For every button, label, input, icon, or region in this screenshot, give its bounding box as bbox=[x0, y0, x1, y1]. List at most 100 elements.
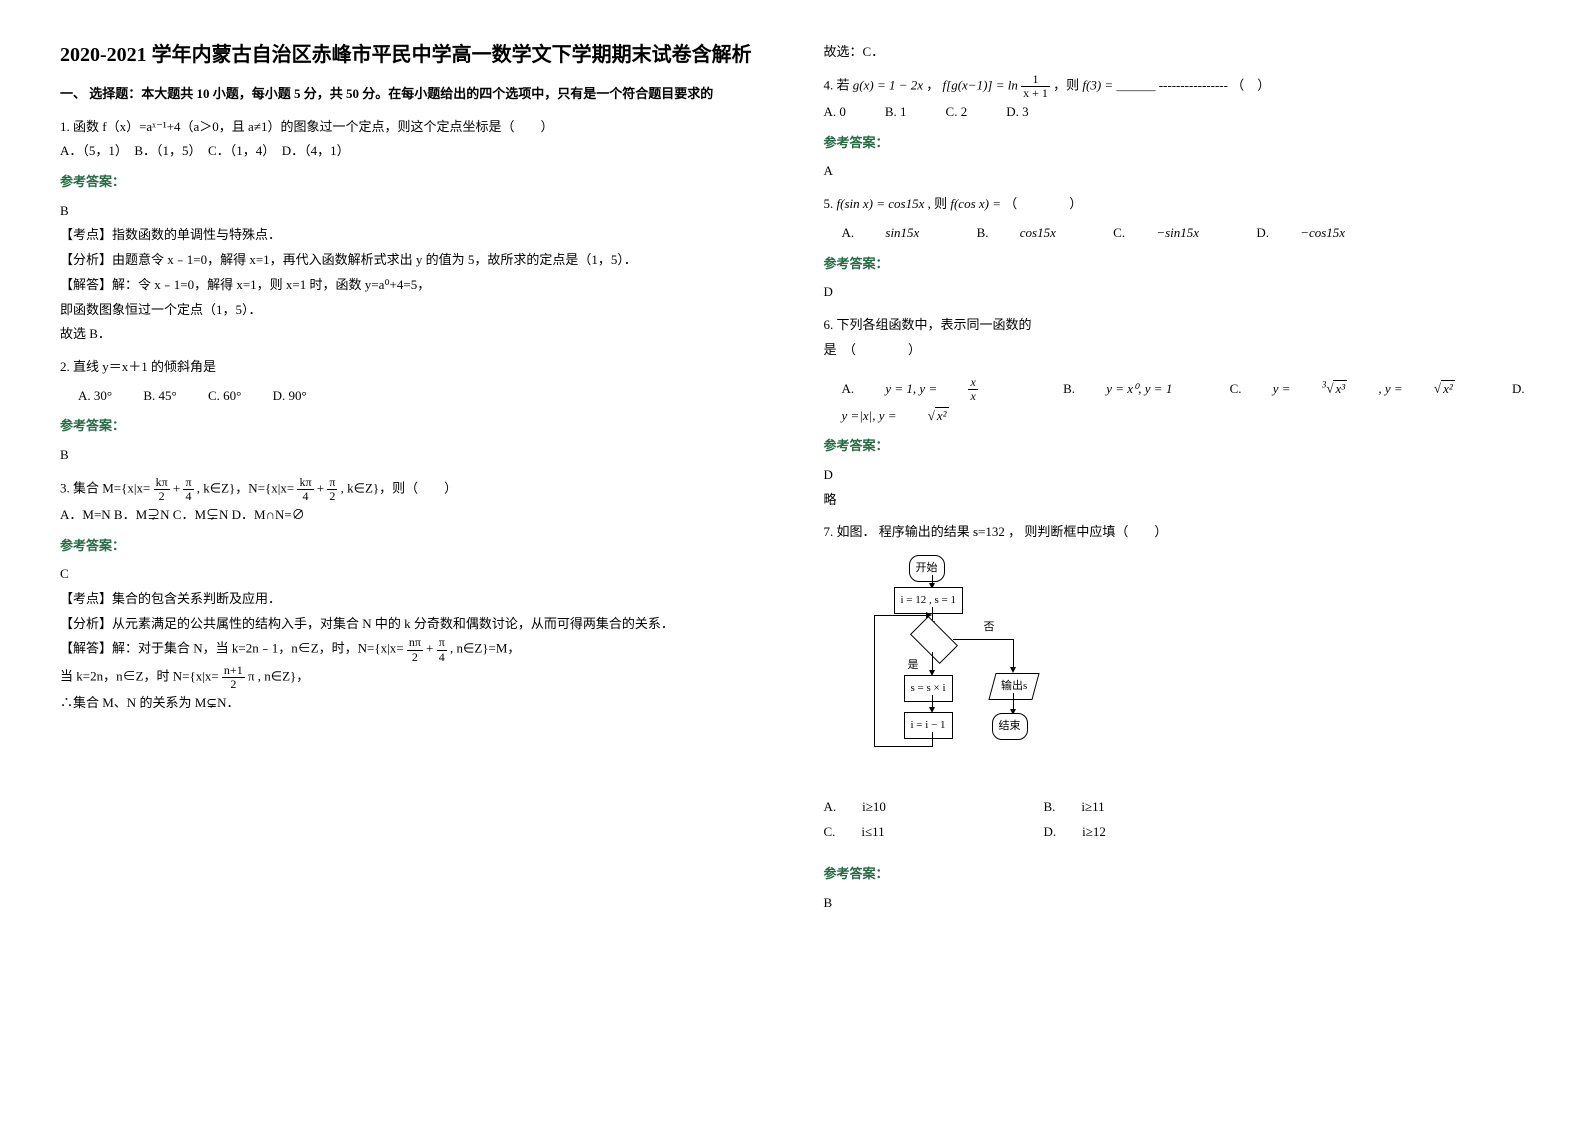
q5-a: sin15x bbox=[885, 225, 919, 240]
q1-ex5: 故选 B． bbox=[60, 322, 764, 347]
q4-f3: f(3) = bbox=[1082, 77, 1113, 92]
fc-end: 结束 bbox=[992, 713, 1028, 740]
q1-text: 1. 函数 f（x）=aˣ⁻¹+4（a＞0，且 a≠1）的图象过一个定点，则这个… bbox=[60, 115, 764, 140]
q7-a: A. i≥10 bbox=[824, 795, 1044, 820]
q1-ans: B bbox=[60, 199, 764, 224]
q6-opts: A. y = 1, y = xx B. y = x⁰, y = 1 C. y =… bbox=[842, 376, 1528, 428]
frac-1xp1: 1x + 1 bbox=[1021, 73, 1050, 100]
q5-ans: D bbox=[824, 280, 1528, 305]
q6-c1: y = bbox=[1273, 381, 1294, 396]
flowchart: 开始 i = 12 , s = 1 否 是 s = s × i 输出s i = … bbox=[864, 555, 1084, 785]
q1-ex1: 【考点】指数函数的单调性与特殊点． bbox=[60, 223, 764, 248]
fc-op1: s = s × i bbox=[904, 675, 953, 702]
q5-b: cos15x bbox=[1020, 225, 1056, 240]
arrow-icon bbox=[926, 612, 932, 618]
q6-brief: 略 bbox=[824, 488, 1528, 513]
left-column: 2020-2021 学年内蒙古自治区赤峰市平民中学高一数学文下学期期末试卷含解析… bbox=[60, 40, 764, 916]
q6-text2: 是 （ ） bbox=[824, 338, 1528, 363]
q3-ans: C bbox=[60, 562, 764, 587]
fc-line bbox=[874, 615, 875, 747]
q4-pre: 4. 若 bbox=[824, 77, 853, 92]
q4-ans: A bbox=[824, 159, 1528, 184]
q2-text: 2. 直线 y＝x＋1 的倾斜角是 bbox=[60, 355, 764, 380]
q3-ex5: ∴集合 M、N 的关系为 M⊊N． bbox=[60, 691, 764, 716]
q7-c: C. i≤11 bbox=[824, 820, 1044, 845]
q7-text: 7. 如图． 程序输出的结果 s=132 ， 则判断框中应填（ ） bbox=[824, 520, 1528, 545]
q3: 3. 集合 M={x|x= kπ2 + π4 , k∈Z}，N={x|x= kπ… bbox=[60, 476, 764, 503]
q2-d: D. 90° bbox=[273, 388, 307, 403]
q4-g: g(x) = 1 − 2x bbox=[853, 77, 923, 92]
q1-ex2: 【分析】由题意令 x﹣1=0，解得 x=1，再代入函数解析式求出 y 的值为 5… bbox=[60, 248, 764, 273]
fc-line bbox=[953, 639, 1013, 640]
fc-line bbox=[1013, 639, 1014, 669]
section-1-head: 一、 选择题：本大题共 10 小题，每小题 5 分，共 50 分。在每小题给出的… bbox=[60, 82, 764, 107]
q4-mid1: ， bbox=[926, 77, 939, 92]
q3-ex4: 当 k=2n，n∈Z，时 N={x|x= n+12 π , n∈Z}， bbox=[60, 664, 764, 691]
ans-label: 参考答案： bbox=[824, 131, 1528, 156]
q6-a: y = 1, y = bbox=[885, 381, 940, 396]
q5-pre: 5. bbox=[824, 196, 837, 211]
q5-c: −sin15x bbox=[1156, 225, 1199, 240]
q3-ex3a: 【解答】解：对于集合 N，当 k=2n﹣1，n∈Z，时，N={x|x= bbox=[60, 641, 407, 656]
q7-ans: B bbox=[824, 891, 1528, 916]
q6-ans: D bbox=[824, 463, 1528, 488]
q3-mid2: , k∈Z}，则（ ） bbox=[341, 480, 458, 495]
frac-x-x: xx bbox=[968, 376, 1005, 403]
q3-end: 故选：C． bbox=[824, 40, 1528, 65]
frac-kpi2: kπ2 bbox=[154, 476, 170, 503]
frac-pi2: π2 bbox=[327, 476, 337, 503]
fc-init: i = 12 , s = 1 bbox=[894, 587, 964, 614]
right-column: 故选：C． 4. 若 g(x) = 1 − 2x ， f[g(x−1)] = l… bbox=[824, 40, 1528, 916]
q5-mid: , 则 bbox=[928, 196, 951, 211]
ans-label: 参考答案： bbox=[60, 534, 764, 559]
fc-line bbox=[932, 732, 933, 746]
q5-fc: f(cos x) = bbox=[950, 196, 1001, 211]
fc-yes: 是 bbox=[908, 655, 919, 676]
frac-n1pi2: n+12 bbox=[222, 664, 245, 691]
q1-opts: A．（5，1） B．（1，5） C．（1，4） D．（4，1） bbox=[60, 139, 764, 164]
ans-label: 参考答案： bbox=[824, 252, 1528, 277]
ans-label: 参考答案： bbox=[824, 434, 1528, 459]
ans-label: 参考答案： bbox=[60, 414, 764, 439]
fc-start: 开始 bbox=[909, 555, 945, 582]
fc-line bbox=[874, 615, 929, 616]
ans-label: 参考答案： bbox=[60, 170, 764, 195]
fc-output: 输出s bbox=[988, 673, 1039, 700]
fc-no: 否 bbox=[984, 617, 995, 638]
q6-b: y = x⁰, y = 1 bbox=[1106, 381, 1172, 396]
q6-text1: 6. 下列各组函数中，表示同一函数的 bbox=[824, 313, 1528, 338]
q3-ex4b: , n∈Z}， bbox=[258, 668, 310, 683]
q7-d: D. i≥12 bbox=[1044, 824, 1106, 839]
q5: 5. f(sin x) = cos15x , 则 f(cos x) = （ ） bbox=[824, 192, 1528, 217]
q7-opts: A. i≥10B. i≥11 C. i≤11D. i≥12 bbox=[824, 795, 1528, 844]
frac-pi4: π4 bbox=[183, 476, 193, 503]
q2-a: A. 30° bbox=[78, 388, 112, 403]
q3-ex3: 【解答】解：对于集合 N，当 k=2n﹣1，n∈Z，时，N={x|x= nπ2 … bbox=[60, 636, 764, 663]
q2-ans: B bbox=[60, 443, 764, 468]
q5-opts: A. sin15x B. cos15x C. −sin15x D. −cos15… bbox=[842, 221, 1528, 246]
q1-ex3: 【解答】解：令 x﹣1=0，解得 x=1，则 x=1 时，函数 y=a⁰+4=5… bbox=[60, 273, 764, 298]
q3-opts: A．M=N B．M⊋N C．M⊊N D．M∩N=∅ bbox=[60, 503, 764, 528]
q4-mid2: ，则 bbox=[1053, 77, 1082, 92]
frac-pi4b: π4 bbox=[437, 636, 447, 663]
q3-ex2: 【分析】从元素满足的公共属性的结构入手，对集合 N 中的 k 分奇数和偶数讨论，… bbox=[60, 612, 764, 637]
ans-label: 参考答案： bbox=[824, 862, 1528, 887]
q3-mid1: , k∈Z}，N={x|x= bbox=[197, 480, 298, 495]
fc-line bbox=[874, 746, 933, 747]
q3-pre: 3. 集合 M={x|x= bbox=[60, 480, 154, 495]
q3-ex1: 【考点】集合的包含关系判断及应用． bbox=[60, 587, 764, 612]
q5-d: −cos15x bbox=[1300, 225, 1345, 240]
page-title: 2020-2021 学年内蒙古自治区赤峰市平民中学高一数学文下学期期末试卷含解析 bbox=[60, 40, 764, 70]
q6-d: y =|x|, y = bbox=[842, 408, 900, 423]
frac-kpi4: kπ4 bbox=[297, 476, 313, 503]
q6-c2: , y = bbox=[1378, 381, 1406, 396]
q7-b: B. i≥11 bbox=[1044, 799, 1105, 814]
q4-fg: f[g(x−1)] = ln bbox=[943, 77, 1018, 92]
q4-tail: ______ ---------------- （ ） bbox=[1116, 77, 1270, 92]
q2-c: C. 60° bbox=[208, 388, 241, 403]
q2-opts: A. 30° B. 45° C. 60° D. 90° bbox=[78, 384, 764, 409]
fc-op2: i = i − 1 bbox=[904, 712, 953, 739]
q5-tail: （ ） bbox=[1004, 196, 1082, 211]
q3-ex4a: 当 k=2n，n∈Z，时 N={x|x= bbox=[60, 668, 222, 683]
q1-ex4: 即函数图象恒过一个定点（1，5）． bbox=[60, 298, 764, 323]
